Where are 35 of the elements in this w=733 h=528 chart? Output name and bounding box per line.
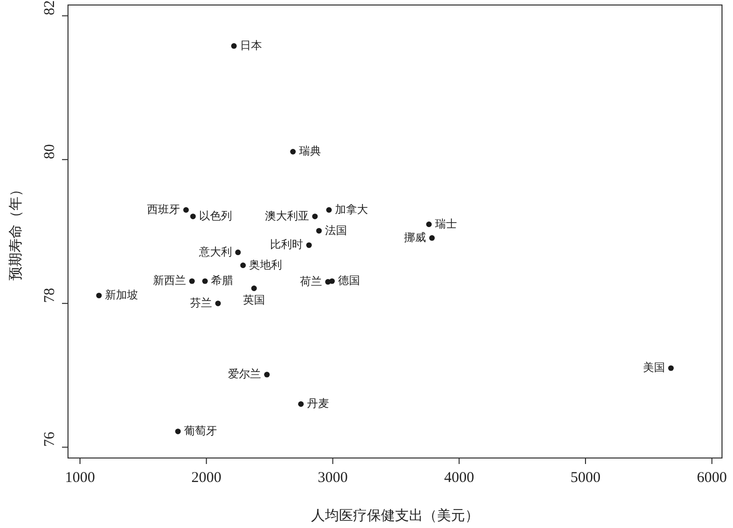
annotation: 西班牙 — [147, 202, 180, 216]
annotation: 新西兰 — [152, 274, 186, 288]
annotation: 挪威 — [404, 230, 426, 244]
annotation: 比利时 — [270, 238, 303, 252]
x-tick-label: 5000 — [570, 470, 601, 486]
annotation: 加拿大 — [334, 202, 368, 216]
y-tick-label: 78 — [42, 288, 58, 303]
annotation: 新加坡 — [104, 288, 138, 302]
annotation: 法国 — [324, 224, 347, 237]
x-axis-title: 人均医疗保健支出（美元） — [311, 508, 479, 524]
x-tick-label: 4000 — [444, 470, 474, 486]
x-tick-label: 2000 — [191, 470, 222, 486]
y-tick-label: 80 — [42, 144, 58, 160]
y-tick-label: 82 — [42, 0, 58, 16]
annotation: 瑞典 — [298, 144, 321, 158]
annotation: 葡萄牙 — [184, 424, 217, 438]
annotation: 英国 — [243, 293, 266, 306]
annotation: 以色列 — [198, 209, 232, 222]
annotation: 日本 — [240, 38, 262, 52]
annotation: 美国 — [642, 361, 665, 374]
x-tick-label: 6000 — [696, 470, 727, 486]
annotation: 荷兰 — [300, 274, 322, 288]
y-axis-title: 预期寿命（年） — [8, 182, 24, 280]
annotation: 希腊 — [210, 274, 233, 288]
x-tick-label: 3000 — [318, 470, 348, 486]
annotation: 澳大利亚 — [264, 209, 309, 222]
annotation: 德国 — [338, 275, 360, 288]
annotation: 芬兰 — [190, 296, 212, 310]
annotation: 瑞士 — [434, 217, 457, 230]
annotation: 丹麦 — [306, 397, 329, 410]
annotation: 爱尔兰 — [228, 368, 261, 381]
x-tick-label: 1000 — [65, 470, 96, 486]
annotation: 奥地利 — [249, 258, 282, 272]
annotation: 意大利 — [198, 245, 232, 258]
y-tick-label: 76 — [42, 431, 58, 447]
